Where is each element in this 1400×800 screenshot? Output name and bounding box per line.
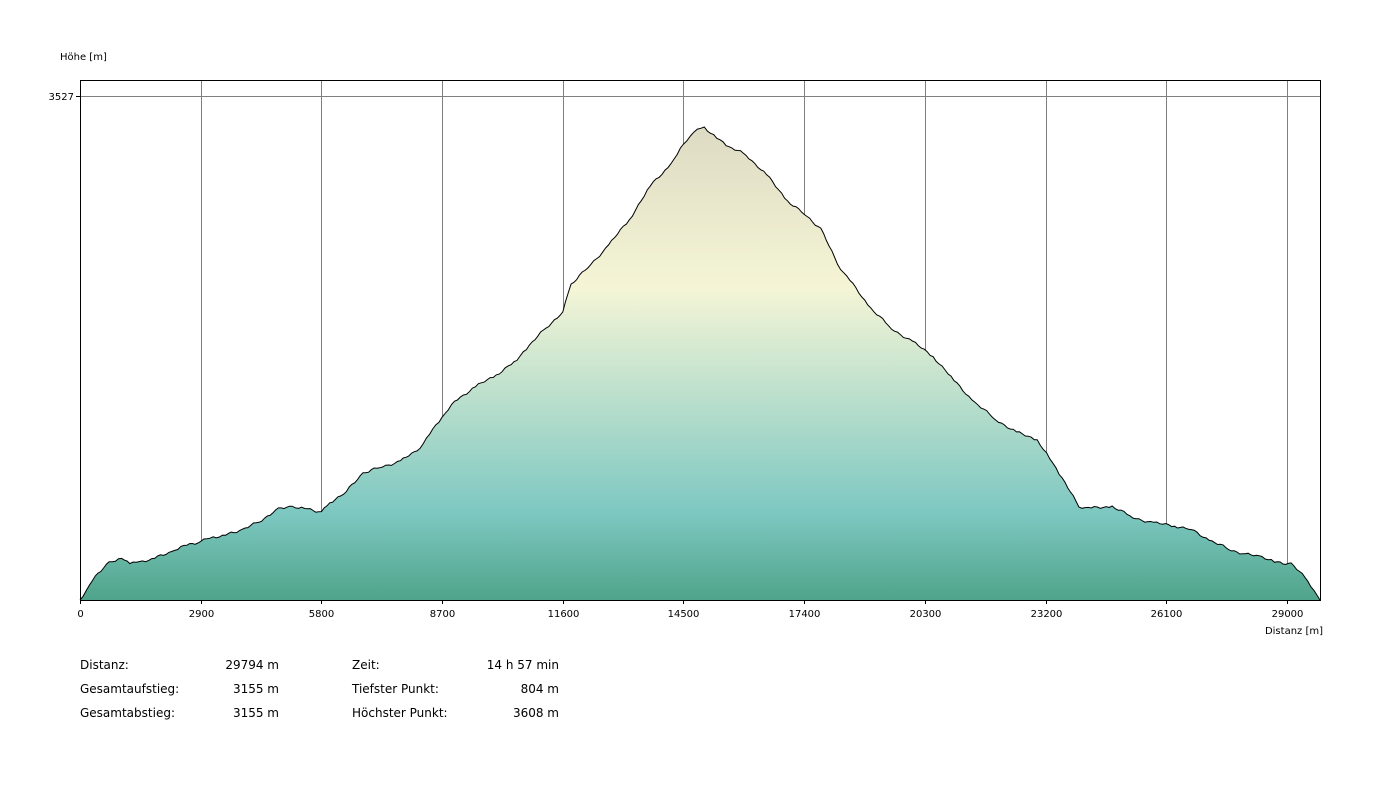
stat-time-label: Zeit: bbox=[352, 658, 380, 672]
stat-ascent-label: Gesamtaufstieg: bbox=[80, 682, 180, 696]
stat-descent-value: 3155 m bbox=[232, 706, 279, 720]
x-tick-label: 29000 bbox=[1272, 609, 1304, 620]
stat-ascent-value: 3155 m bbox=[232, 682, 279, 696]
x-tick-label: 23200 bbox=[1031, 609, 1063, 620]
elevation-area bbox=[80, 127, 1320, 600]
elevation-line bbox=[79, 126, 1321, 601]
stat-time-value: 14 h 57 min bbox=[486, 658, 559, 672]
x-tick-label: 11600 bbox=[548, 609, 580, 620]
x-tick-label: 26100 bbox=[1151, 609, 1183, 620]
x-tick-label: 5800 bbox=[309, 609, 334, 620]
y-axis-label: Höhe [m] bbox=[60, 52, 107, 63]
x-tick-label: 14500 bbox=[668, 609, 700, 620]
stat-descent-label: Gesamtabstieg: bbox=[80, 706, 175, 720]
x-axis-label: Distanz [m] bbox=[1265, 626, 1323, 637]
x-tick-label: 2900 bbox=[189, 609, 214, 620]
stat-distance-label: Distanz: bbox=[80, 658, 129, 672]
x-tick-label: 20300 bbox=[910, 609, 942, 620]
x-axis-ticks: 0 2900 5800 8700 11600 14500 17400 20300 23200 26… bbox=[77, 600, 1303, 620]
y-tick-label: 3527 bbox=[49, 92, 74, 103]
y-axis-ticks: 3527 bbox=[49, 92, 80, 103]
stat-lowest-value: 804 m bbox=[520, 682, 559, 696]
x-tick-label: 8700 bbox=[430, 609, 455, 620]
stat-highest-value: 3608 m bbox=[512, 706, 559, 720]
stat-distance-value: 29794 m bbox=[225, 658, 279, 672]
stat-highest-label: Höchster Punkt: bbox=[352, 706, 448, 720]
stat-lowest-label: Tiefster Punkt: bbox=[352, 682, 439, 696]
x-tick-label: 17400 bbox=[789, 609, 821, 620]
x-tick-label: 0 bbox=[77, 609, 83, 620]
plot-frame bbox=[80, 80, 1321, 601]
elevation-profile-chart: 0 2900 5800 8700 11600 14500 17400 20300 23200 26… bbox=[49, 52, 1324, 637]
